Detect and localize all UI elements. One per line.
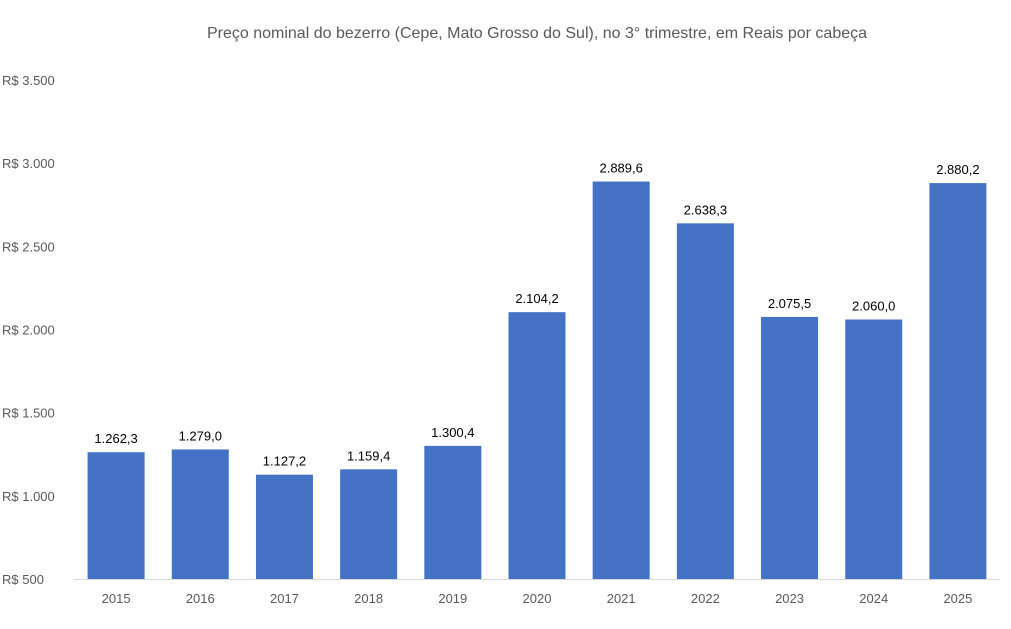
data-label-2016: 1.279,0 [179, 428, 222, 443]
x-tick-label-2018: 2018 [354, 591, 383, 606]
x-tick-label-2022: 2022 [691, 591, 720, 606]
bar-2015 [87, 452, 145, 579]
data-label-2015: 1.262,3 [94, 431, 137, 446]
value-labels: 1.262,3 1.279,0 1.127,2 1.159,4 1.300,4 2.104… [94, 161, 979, 469]
x-tick-label-2023: 2023 [775, 591, 804, 606]
x-tick-label-2020: 2020 [523, 591, 552, 606]
chart-title: Preço nominal do bezerro (Cepe, Mato Gro… [207, 25, 867, 42]
y-tick-label: R$ 500 [2, 572, 44, 587]
x-tick-label-2025: 2025 [943, 591, 972, 606]
y-tick-label: R$ 2.500 [2, 239, 55, 254]
data-label-2022: 2.638,3 [684, 202, 727, 217]
x-axis: 2015 2016 2017 2018 2019 2020 2021 2022 2023 2024… [102, 591, 973, 606]
data-label-2024: 2.060,0 [852, 299, 895, 314]
data-label-2021: 2.889,6 [599, 161, 642, 176]
y-axis: R$ 500 R$ 1.000 R$ 1.500 R$ 2.000 R$ 2.500 R$… [2, 73, 55, 587]
bar-2025 [929, 183, 987, 580]
x-tick-label-2021: 2021 [607, 591, 636, 606]
bar-2020 [508, 312, 566, 579]
data-label-2025: 2.880,2 [936, 162, 979, 177]
bar-2024 [845, 319, 903, 579]
bar-2017 [255, 474, 313, 579]
bar-2019 [424, 445, 482, 579]
x-tick-label-2016: 2016 [186, 591, 215, 606]
data-label-2020: 2.104,2 [515, 291, 558, 306]
bar-2016 [171, 449, 229, 579]
bar-2021 [592, 181, 650, 580]
bar-2023 [761, 316, 819, 579]
x-tick-label-2017: 2017 [270, 591, 299, 606]
bar-2018 [340, 469, 398, 579]
y-tick-label: R$ 3.000 [2, 156, 55, 171]
y-tick-label: R$ 3.500 [2, 73, 55, 88]
data-label-2017: 1.127,2 [263, 454, 306, 469]
data-label-2018: 1.159,4 [347, 448, 390, 463]
bar-2022 [676, 223, 734, 579]
x-tick-label-2024: 2024 [859, 591, 888, 606]
x-tick-label-2015: 2015 [102, 591, 131, 606]
y-tick-label: R$ 2.000 [2, 323, 55, 338]
y-tick-label: R$ 1.500 [2, 406, 55, 421]
data-label-2019: 1.300,4 [431, 425, 474, 440]
bars [87, 181, 987, 580]
y-tick-label: R$ 1.000 [2, 489, 55, 504]
data-label-2023: 2.075,5 [768, 296, 811, 311]
x-tick-label-2019: 2019 [438, 591, 467, 606]
